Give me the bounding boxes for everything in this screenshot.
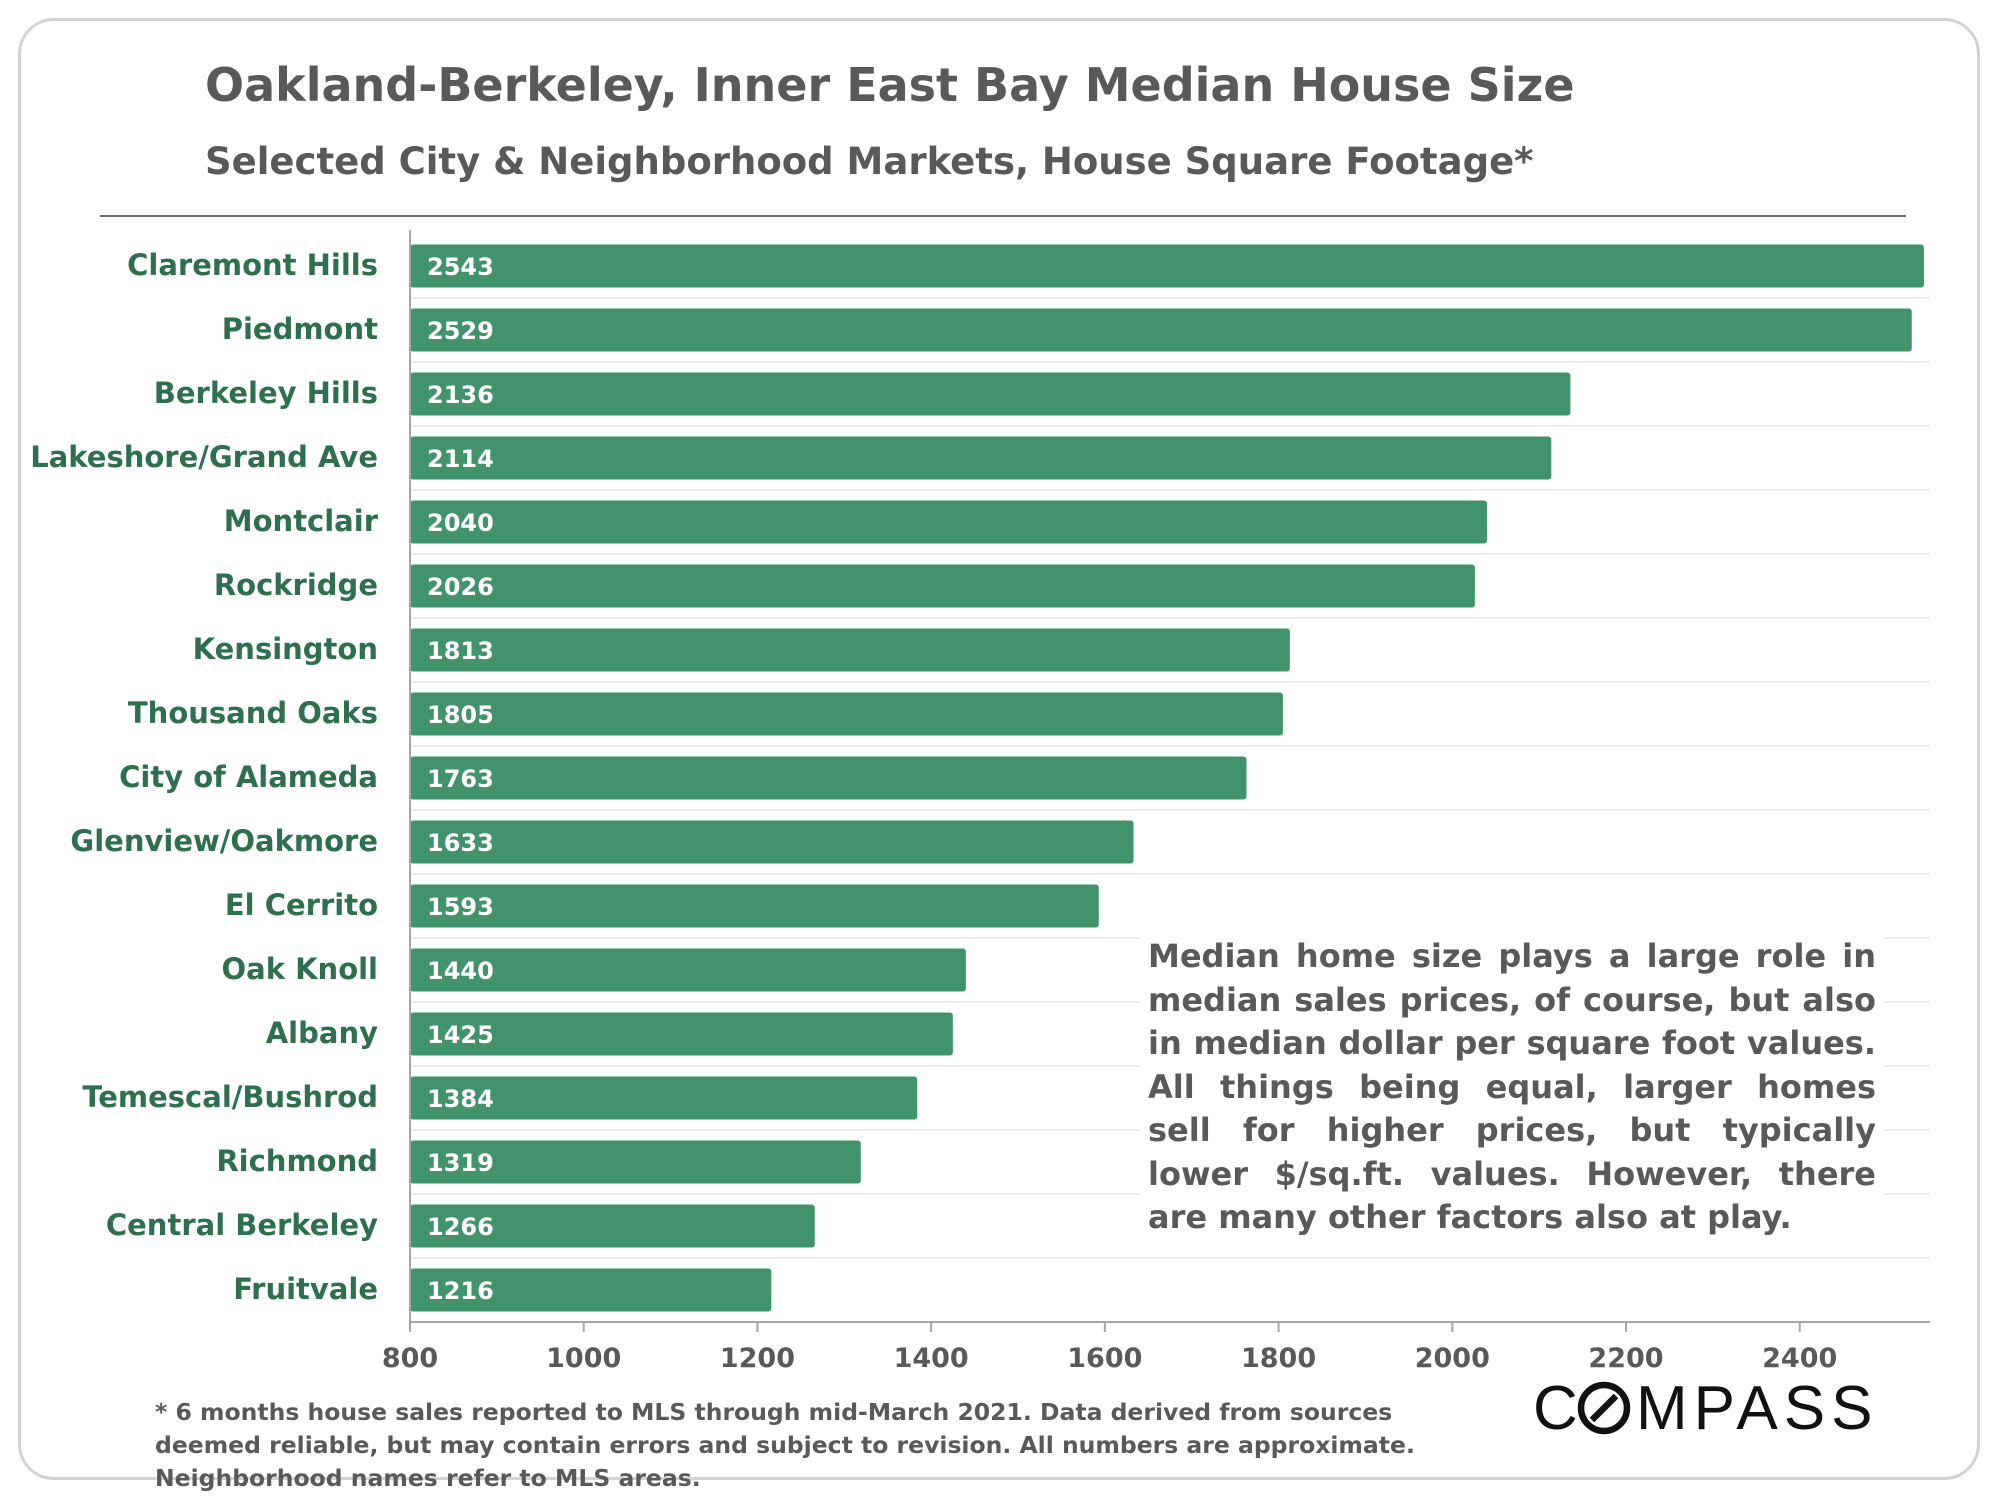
category-label: Piedmont (222, 312, 378, 346)
compass-logo-text-c: C (1533, 1377, 1584, 1437)
bar (410, 500, 1488, 544)
bar-value-label: 1763 (427, 765, 494, 793)
bar-value-label: 2543 (427, 253, 494, 281)
footnote: * 6 months house sales reported to MLS t… (155, 1398, 1415, 1492)
x-tick-label: 1600 (1067, 1343, 1142, 1374)
x-tick-label: 1800 (1241, 1343, 1316, 1374)
category-label: El Cerrito (225, 888, 378, 922)
x-tick-label: 2400 (1762, 1343, 1837, 1374)
annotation-note: Median home size plays a large role in m… (1140, 925, 1884, 1250)
category-label: Berkeley Hills (154, 376, 378, 410)
category-label: Thousand Oaks (128, 696, 378, 730)
bar-value-label: 1425 (427, 1021, 494, 1049)
compass-logo: C MPASS (1533, 1374, 1903, 1443)
bar (410, 884, 1099, 928)
compass-logo-text-mpass: MPASS (1636, 1377, 1878, 1437)
category-label: Richmond (216, 1144, 378, 1178)
bar (410, 820, 1134, 864)
category-label: Fruitvale (233, 1272, 378, 1306)
x-tick-label: 1200 (720, 1343, 795, 1374)
chart-subtitle: Selected City & Neighborhood Markets, Ho… (205, 140, 1534, 183)
category-label: Oak Knoll (221, 952, 378, 986)
bar-value-label: 1266 (427, 1213, 494, 1241)
category-label: Montclair (224, 504, 379, 538)
bar (410, 1140, 861, 1184)
bar (410, 692, 1283, 736)
x-tick-label: 1400 (894, 1343, 969, 1374)
bar (410, 1268, 772, 1312)
category-label: Central Berkeley (106, 1208, 378, 1242)
bar (410, 756, 1247, 800)
bar-value-label: 2114 (427, 445, 494, 473)
category-label: City of Alameda (119, 760, 378, 794)
bar-value-label: 1440 (427, 957, 494, 985)
bar-value-label: 2040 (427, 509, 494, 537)
category-label: Glenview/Oakmore (70, 824, 378, 858)
x-tick-label: 2000 (1415, 1343, 1490, 1374)
bar-value-label: 1319 (427, 1149, 494, 1177)
category-label: Lakeshore/Grand Ave (30, 440, 378, 474)
bar (410, 372, 1571, 416)
x-tick-label: 2200 (1588, 1343, 1663, 1374)
category-label: Temescal/Bushrod (82, 1080, 378, 1114)
bar (410, 1204, 815, 1248)
bar (410, 1012, 953, 1056)
bar-value-label: 2529 (427, 317, 494, 345)
bar (410, 628, 1290, 672)
compass-logo-o-icon (1577, 1381, 1631, 1435)
bar-value-label: 1813 (427, 637, 494, 665)
bar (410, 436, 1552, 480)
bar-value-label: 2026 (427, 573, 494, 601)
x-tick-label: 800 (382, 1343, 438, 1374)
bar-value-label: 1805 (427, 701, 494, 729)
bar-value-label: 1593 (427, 893, 494, 921)
bar (410, 308, 1912, 352)
bar-value-label: 1633 (427, 829, 494, 857)
bar-value-label: 1216 (427, 1277, 494, 1305)
category-label: Rockridge (214, 568, 378, 602)
bar (410, 1076, 918, 1120)
title-divider (100, 215, 1906, 217)
bar-value-label: 1384 (427, 1085, 494, 1113)
chart-title: Oakland-Berkeley, Inner East Bay Median … (205, 58, 1575, 112)
bar (410, 564, 1475, 608)
category-label: Albany (266, 1016, 378, 1050)
bar-value-label: 2136 (427, 381, 494, 409)
category-label: Claremont Hills (127, 248, 378, 282)
bar (410, 948, 966, 992)
bar (410, 244, 1924, 288)
category-label: Kensington (193, 632, 378, 666)
x-tick-label: 1000 (546, 1343, 621, 1374)
